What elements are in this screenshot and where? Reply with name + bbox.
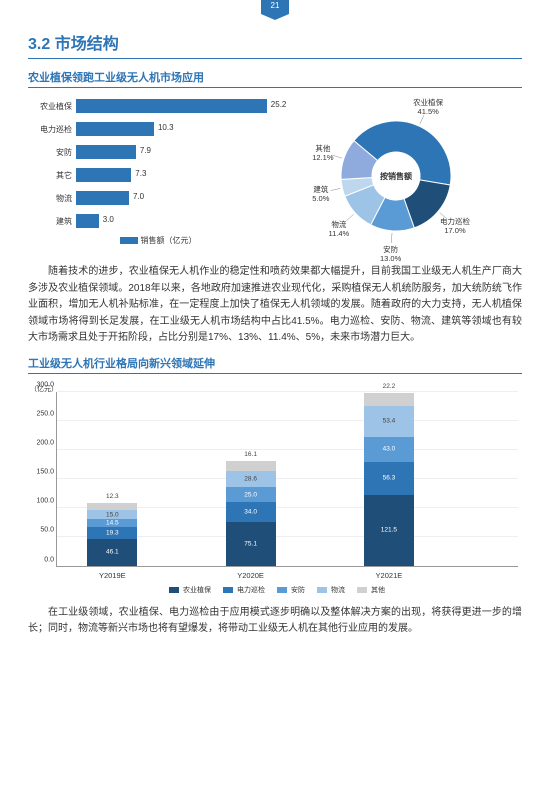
paragraph-1: 随着技术的进步，农业植保无人机作业的稳定性和喷药效果都大幅提升，目前我国工业级无… bbox=[28, 264, 522, 347]
bar-label: 安防 bbox=[28, 147, 76, 158]
bar-label: 建筑 bbox=[28, 216, 76, 227]
stacked-bar-chart: （亿元）0.050.0100.0150.0200.0250.0300.046.1… bbox=[28, 382, 522, 597]
x-axis-label: Y2019E bbox=[87, 571, 137, 580]
bar-chart: 农业植保25.2电力巡检10.3安防7.9其它7.3物流7.0建筑3.0销售额（… bbox=[28, 96, 288, 256]
section-title: 3.2 市场结构 bbox=[28, 30, 522, 59]
subtitle-1: 农业植保领跑工业级无人机市场应用 bbox=[28, 69, 522, 88]
subtitle-2: 工业级无人机行业格局向新兴领域延伸 bbox=[28, 355, 522, 374]
donut-slice-label: 安防13.0% bbox=[369, 245, 413, 263]
donut-slice-label: 物流11.4% bbox=[317, 220, 361, 238]
donut-center-label: 按销售额 bbox=[373, 153, 419, 199]
donut-slice-label: 农业植保41.5% bbox=[406, 98, 450, 116]
donut-slice-label: 建筑5.0% bbox=[299, 185, 343, 203]
x-axis-label: Y2020E bbox=[226, 571, 276, 580]
page-number-tab: 21 bbox=[261, 0, 289, 14]
stacked-legend: 农业植保电力巡检安防物流其他 bbox=[28, 585, 522, 595]
donut-chart: 农业植保41.5%电力巡检17.0%安防13.0%物流11.4%建筑5.0%其他… bbox=[296, 96, 522, 256]
bar-label: 电力巡检 bbox=[28, 124, 76, 135]
x-axis-label: Y2021E bbox=[364, 571, 414, 580]
donut-slice-label: 电力巡检17.0% bbox=[433, 217, 477, 235]
donut-slice-label: 其他12.1% bbox=[301, 144, 345, 162]
bar-legend: 销售额（亿元） bbox=[28, 235, 288, 246]
bar-label: 其它 bbox=[28, 170, 76, 181]
bar-label: 农业植保 bbox=[28, 101, 76, 112]
bar-label: 物流 bbox=[28, 193, 76, 204]
paragraph-2: 在工业级领域，农业植保、电力巡检由于应用模式逐步明确以及整体解决方案的出现，将获… bbox=[28, 605, 522, 638]
